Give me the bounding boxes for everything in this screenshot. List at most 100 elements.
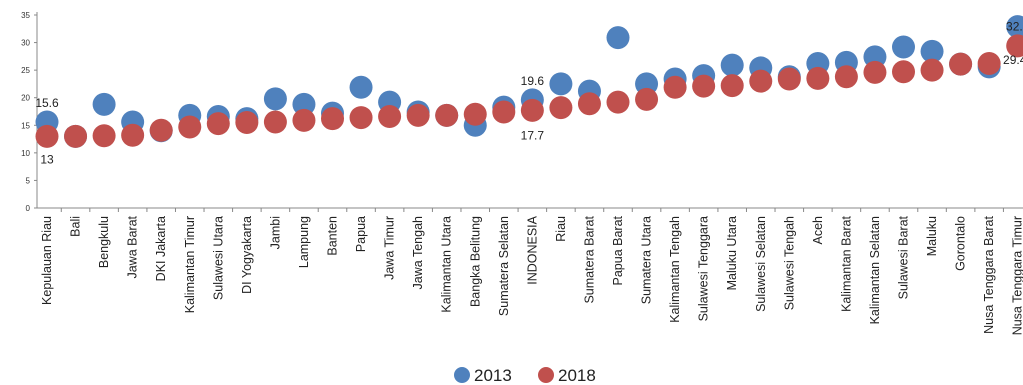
legend-label-2018: 2018 <box>558 366 596 385</box>
y-tick-label: 35 <box>21 11 30 20</box>
marker-2013 <box>263 87 287 111</box>
x-tick-label: Jawa Barat <box>126 215 140 278</box>
x-tick-label: Kalimantan Selatan <box>868 216 882 324</box>
marker-2018 <box>349 106 373 130</box>
x-tick-label: DI Yogyakarta <box>240 216 254 294</box>
axes <box>36 12 1023 209</box>
marker-2018 <box>235 111 259 135</box>
marker-2018 <box>463 102 487 126</box>
marker-2018 <box>1006 34 1023 58</box>
marker-2018 <box>635 87 659 111</box>
marker-2013 <box>892 35 915 59</box>
marker-2013 <box>292 92 316 116</box>
marker-2018 <box>121 123 145 147</box>
data-markers <box>35 15 1023 148</box>
x-tick-label: Gorontalo <box>954 216 968 271</box>
x-tick-label: Maluku <box>925 216 939 256</box>
marker-2018 <box>920 58 944 82</box>
x-tick-label: Sumatera Barat <box>582 215 596 303</box>
marker-2018 <box>149 118 173 142</box>
marker-2018 <box>178 115 202 139</box>
x-tick-label: Lampung <box>297 216 311 268</box>
marker-2013 <box>920 39 944 63</box>
x-tick-label: Aceh <box>811 216 825 245</box>
y-axis-ticks: 0 5 10 15 20 25 30 35 <box>21 11 37 213</box>
marker-2018 <box>35 124 59 148</box>
x-tick-label: Riau <box>554 216 568 242</box>
data-label: 13 <box>40 152 54 166</box>
x-tick-label: Jambi <box>268 216 282 249</box>
data-labels: 15.6 13 19.6 17.7 32.9 29.4 <box>35 20 1023 167</box>
y-tick-label: 10 <box>21 149 30 158</box>
marker-2013 <box>1006 15 1023 39</box>
marker-2018 <box>806 66 830 90</box>
data-label: 29.4 <box>1003 53 1023 67</box>
marker-2018 <box>663 75 687 99</box>
marker-2013 <box>720 53 744 77</box>
x-axis-labels: Kepulauan Riau Bali Bengkulu Jawa Barat DKI … <box>40 208 1023 335</box>
x-tick-label: Bali <box>69 216 83 237</box>
y-tick-label: 25 <box>21 66 30 75</box>
x-tick-label: Kepulauan Riau <box>40 216 54 305</box>
y-tick-label: 5 <box>26 176 31 185</box>
marker-2018 <box>406 103 430 127</box>
marker-2018 <box>92 124 116 148</box>
legend-label-2013: 2013 <box>474 366 512 385</box>
x-tick-label: Nusa Tenggara Timur <box>1011 216 1023 335</box>
marker-2013 <box>349 75 373 99</box>
x-tick-label: Jawa Tengah <box>411 216 425 289</box>
marker-2018 <box>892 60 915 84</box>
x-tick-label: Kalimantan Barat <box>839 215 853 311</box>
marker-2018 <box>435 103 459 127</box>
x-tick-label: DKI Jakarta <box>154 216 168 281</box>
marker-2018 <box>577 92 601 116</box>
x-tick-label: Bangka Belitung <box>468 216 482 307</box>
x-tick-label: Sumatera Utara <box>640 216 654 304</box>
x-tick-label: Sulawesi Tengah <box>782 216 796 310</box>
x-tick-label: Bengkulu <box>97 216 111 268</box>
x-tick-label: Maluku Utara <box>725 216 739 290</box>
x-tick-label: Papua <box>354 216 368 252</box>
legend-marker-2013 <box>454 367 470 383</box>
marker-2018 <box>64 124 88 148</box>
data-label: 17.7 <box>521 128 545 142</box>
x-tick-label: Sulawesi Tenggara <box>697 216 711 321</box>
marker-2018 <box>692 74 716 98</box>
x-tick-label: INDONESIA <box>525 215 539 284</box>
marker-2018 <box>292 108 316 132</box>
x-tick-label: Papua Barat <box>611 215 625 285</box>
marker-2018 <box>549 96 573 120</box>
data-label: 15.6 <box>35 96 59 110</box>
x-tick-label: Kalimantan Tengah <box>668 216 682 323</box>
marker-2018 <box>321 107 344 131</box>
marker-2018 <box>977 52 1001 76</box>
data-label: 32.9 <box>1006 20 1023 34</box>
x-tick-label: Sulawesi Barat <box>897 215 911 299</box>
marker-2013 <box>549 72 573 96</box>
x-tick-label: Sumatera Selatan <box>497 216 511 316</box>
x-tick-label: Banten <box>326 216 340 256</box>
data-label: 19.6 <box>521 74 545 88</box>
x-tick-label: Sulawesi Selatan <box>754 216 768 312</box>
x-tick-label: Sulawesi Utara <box>211 216 225 300</box>
marker-2018 <box>949 52 973 76</box>
marker-2018 <box>777 67 801 91</box>
marker-2018 <box>606 90 630 114</box>
x-tick-label: Nusa Tenggara Barat <box>982 215 996 333</box>
marker-2018 <box>834 65 858 89</box>
marker-2018 <box>720 74 744 98</box>
marker-2013 <box>606 26 630 50</box>
y-tick-label: 30 <box>21 39 30 48</box>
marker-2018 <box>378 104 402 128</box>
x-tick-label: Kalimantan Timur <box>183 216 197 313</box>
legend: 2013 2018 <box>454 366 596 385</box>
marker-2013 <box>92 92 116 116</box>
y-tick-label: 15 <box>21 121 30 130</box>
x-tick-label: Kalimantan Utara <box>440 216 454 313</box>
marker-2018 <box>749 69 773 93</box>
x-tick-label: Jawa Timur <box>383 216 397 280</box>
marker-2018 <box>206 112 230 136</box>
y-tick-label: 20 <box>21 94 30 103</box>
legend-marker-2018 <box>538 367 554 383</box>
